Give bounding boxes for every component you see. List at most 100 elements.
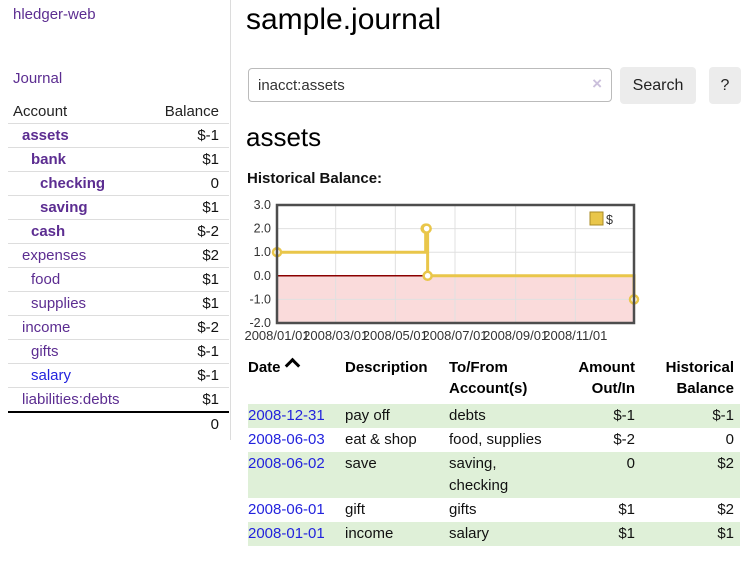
register-header-row: Date Description To/From Account(s) Amou…: [248, 357, 740, 404]
account-balance: $-1: [197, 343, 219, 360]
transaction-balance: $-1: [712, 407, 734, 424]
sidebar-account-link[interactable]: checking: [40, 175, 106, 192]
transaction-balance: $2: [717, 501, 734, 518]
sidebar-account-link[interactable]: bank: [31, 151, 67, 168]
sidebar-account-link[interactable]: gifts: [31, 343, 59, 360]
account-row: liabilities:debts $1: [8, 388, 229, 412]
account-row: checking 0: [8, 172, 229, 196]
date-column-header[interactable]: Date: [248, 357, 345, 404]
transaction-description: eat & shop: [345, 431, 417, 448]
plot-border: [275, 203, 636, 325]
transaction-date-link[interactable]: 2008-01-01: [248, 525, 325, 542]
search-input[interactable]: [248, 68, 612, 102]
account-balance: 0: [210, 175, 219, 192]
page-title: sample.journal: [246, 3, 442, 36]
x-axis-tick-label: 2008/05/01: [363, 328, 428, 343]
transaction-description: pay off: [345, 407, 390, 424]
x-axis-tick-label: 2008/07/01: [422, 328, 487, 343]
transaction-row: 2008-06-01 gift gifts $1 $2: [248, 498, 740, 522]
accounts-column-header: To/From Account(s): [449, 359, 528, 397]
transaction-amount: $-2: [613, 431, 635, 448]
transaction-description: gift: [345, 501, 366, 518]
account-row: salary $-1: [8, 364, 229, 388]
accounts-total-row: 0: [8, 412, 229, 436]
sidebar-item-journal[interactable]: Journal: [13, 70, 63, 87]
help-button[interactable]: ?: [709, 67, 741, 104]
balance-column-header-register: Historical Balance: [665, 359, 734, 397]
transaction-accounts: saving, checking: [449, 455, 509, 494]
transaction-date-link[interactable]: 2008-06-03: [248, 431, 325, 448]
account-row: income $-2: [8, 316, 229, 340]
account-row: assets $-1: [8, 124, 229, 148]
transaction-row: 2008-12-31 pay off debts $-1 $-1: [248, 404, 740, 428]
x-axis-tick-label: 2008/01/01: [244, 328, 309, 343]
account-balance: $-1: [197, 367, 219, 384]
x-axis-tick-label: 2008/09/01: [483, 328, 548, 343]
transaction-date-link[interactable]: 2008-06-01: [248, 501, 325, 518]
transaction-amount: 0: [626, 455, 635, 472]
transaction-accounts: gifts: [449, 501, 477, 518]
account-balance: $1: [202, 271, 219, 288]
y-axis-tick-label: 1.0: [254, 245, 271, 259]
legend-swatch: [589, 211, 604, 226]
account-balance: $1: [202, 295, 219, 312]
account-row: expenses $2: [8, 244, 229, 268]
register-table: Date Description To/From Account(s) Amou…: [248, 357, 740, 546]
legend-label: $: [606, 213, 613, 227]
sort-ascending-icon: [284, 357, 300, 374]
amount-column-header: Amount Out/In: [578, 359, 635, 397]
sidebar-account-link[interactable]: salary: [31, 367, 72, 384]
transaction-balance: $2: [717, 455, 734, 472]
sidebar-account-link[interactable]: assets: [22, 127, 69, 144]
x-axis-tick-label: 2008/03/01: [303, 328, 368, 343]
y-axis-tick-label: -2.0: [249, 316, 271, 330]
accounts-balance-table: Account Balance assets $-1 bank $1 checking 0…: [8, 100, 229, 436]
data-point-marker: [422, 270, 433, 282]
x-axis-tick-label: 2008/11/01: [543, 328, 607, 343]
transaction-accounts: food, supplies: [449, 431, 542, 448]
account-row: gifts $-1: [8, 340, 229, 364]
accounts-total-value: 0: [210, 416, 219, 433]
accounts-table-header: Account Balance: [8, 100, 229, 124]
transaction-amount: $1: [618, 525, 635, 542]
clear-search-icon[interactable]: ×: [592, 74, 602, 93]
sidebar-account-link[interactable]: cash: [31, 223, 66, 240]
account-balance: $2: [202, 247, 219, 264]
account-balance: $1: [202, 151, 219, 168]
balance-column-header: Balance: [164, 103, 219, 120]
chart-section-label: Historical Balance:: [247, 170, 383, 187]
app-title-link[interactable]: hledger-web: [13, 6, 96, 23]
sidebar-account-link[interactable]: food: [31, 271, 61, 288]
transaction-date-link[interactable]: 2008-06-02: [248, 455, 325, 472]
transaction-amount: $-1: [613, 407, 635, 424]
y-axis-tick-label: -1.0: [249, 292, 271, 306]
account-balance: $1: [202, 199, 219, 216]
transaction-accounts: salary: [449, 525, 490, 542]
transaction-balance: 0: [725, 431, 734, 448]
sidebar-account-link[interactable]: liabilities:debts: [22, 391, 120, 408]
y-axis-tick-label: 3.0: [254, 198, 271, 212]
transaction-row: 2008-06-02 save saving, checking 0 $2: [248, 452, 740, 498]
sidebar: hledger-web Journal Account Balance asse…: [0, 0, 231, 440]
transaction-row: 2008-01-01 income salary $1 $1: [248, 522, 740, 546]
transaction-date-link[interactable]: 2008-12-31: [248, 407, 325, 424]
account-balance: $-2: [197, 223, 219, 240]
account-row: cash $-2: [8, 220, 229, 244]
transaction-accounts: debts: [449, 407, 486, 424]
transaction-row: 2008-06-03 eat & shop food, supplies $-2 0: [248, 428, 740, 452]
transaction-balance: $1: [717, 525, 734, 542]
transaction-amount: $1: [618, 501, 635, 518]
account-column-header: Account: [13, 103, 68, 120]
account-balance: $-2: [197, 319, 219, 336]
sidebar-account-link[interactable]: income: [22, 319, 71, 336]
account-balance: $-1: [197, 127, 219, 144]
account-row: supplies $1: [8, 292, 229, 316]
transaction-description: save: [345, 455, 377, 472]
sidebar-account-link[interactable]: expenses: [22, 247, 87, 264]
description-column-header: Description: [345, 359, 428, 376]
search-button[interactable]: Search: [620, 67, 696, 104]
sidebar-account-link[interactable]: saving: [40, 199, 88, 216]
sidebar-account-link[interactable]: supplies: [31, 295, 87, 312]
y-axis-tick-label: 2.0: [254, 222, 271, 236]
account-row: bank $1: [8, 148, 229, 172]
